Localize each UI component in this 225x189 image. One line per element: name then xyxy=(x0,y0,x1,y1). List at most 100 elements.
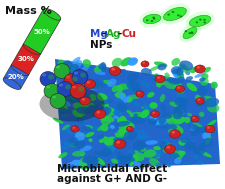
Ellipse shape xyxy=(119,92,123,97)
Ellipse shape xyxy=(177,77,185,83)
Ellipse shape xyxy=(80,73,86,77)
Ellipse shape xyxy=(72,110,82,117)
Ellipse shape xyxy=(61,99,71,107)
Ellipse shape xyxy=(77,77,84,82)
Ellipse shape xyxy=(70,143,78,147)
Ellipse shape xyxy=(115,97,122,101)
Ellipse shape xyxy=(199,142,205,149)
Ellipse shape xyxy=(128,127,130,129)
Ellipse shape xyxy=(115,121,130,127)
Ellipse shape xyxy=(153,146,161,150)
Ellipse shape xyxy=(101,148,112,156)
Ellipse shape xyxy=(183,161,191,165)
Ellipse shape xyxy=(72,93,80,99)
Ellipse shape xyxy=(120,156,131,166)
Ellipse shape xyxy=(105,116,115,122)
Text: Mg: Mg xyxy=(90,29,108,39)
Ellipse shape xyxy=(179,60,193,70)
Ellipse shape xyxy=(65,84,71,90)
Ellipse shape xyxy=(43,9,61,20)
Ellipse shape xyxy=(162,139,169,147)
Ellipse shape xyxy=(74,140,86,149)
Ellipse shape xyxy=(143,149,156,158)
Ellipse shape xyxy=(193,154,199,160)
Ellipse shape xyxy=(167,14,170,15)
Ellipse shape xyxy=(136,91,144,97)
Ellipse shape xyxy=(91,110,101,118)
Ellipse shape xyxy=(205,98,219,107)
Ellipse shape xyxy=(164,81,176,89)
Ellipse shape xyxy=(76,107,91,114)
Ellipse shape xyxy=(70,57,81,66)
Ellipse shape xyxy=(118,84,130,90)
Ellipse shape xyxy=(61,113,68,117)
Ellipse shape xyxy=(187,113,192,116)
Ellipse shape xyxy=(167,78,180,84)
Ellipse shape xyxy=(81,162,88,170)
Ellipse shape xyxy=(207,104,219,112)
Ellipse shape xyxy=(203,67,211,73)
Ellipse shape xyxy=(140,110,149,118)
Ellipse shape xyxy=(92,82,105,89)
Ellipse shape xyxy=(142,62,145,64)
Ellipse shape xyxy=(200,151,212,157)
Ellipse shape xyxy=(166,146,170,149)
Ellipse shape xyxy=(177,151,186,156)
Ellipse shape xyxy=(191,130,200,136)
Ellipse shape xyxy=(100,62,107,71)
Ellipse shape xyxy=(196,98,204,104)
Ellipse shape xyxy=(200,78,209,86)
Ellipse shape xyxy=(99,136,108,143)
Ellipse shape xyxy=(79,71,86,77)
Ellipse shape xyxy=(72,85,76,88)
Ellipse shape xyxy=(104,136,117,146)
Ellipse shape xyxy=(72,70,88,84)
Ellipse shape xyxy=(146,19,148,21)
Ellipse shape xyxy=(74,73,78,79)
Ellipse shape xyxy=(193,66,202,73)
Text: 20%: 20% xyxy=(8,74,24,80)
Ellipse shape xyxy=(156,81,162,88)
Ellipse shape xyxy=(81,65,89,73)
Ellipse shape xyxy=(70,64,79,73)
Ellipse shape xyxy=(148,118,157,125)
Ellipse shape xyxy=(58,152,68,158)
Ellipse shape xyxy=(128,94,142,99)
Ellipse shape xyxy=(112,140,119,147)
Ellipse shape xyxy=(157,116,169,125)
Ellipse shape xyxy=(205,138,211,145)
Ellipse shape xyxy=(68,88,76,93)
Ellipse shape xyxy=(176,150,184,159)
Ellipse shape xyxy=(177,86,180,89)
Ellipse shape xyxy=(190,67,196,73)
Ellipse shape xyxy=(72,160,83,166)
Ellipse shape xyxy=(178,139,188,146)
Ellipse shape xyxy=(153,150,163,158)
Ellipse shape xyxy=(124,95,130,103)
Text: 30%: 30% xyxy=(18,56,34,62)
Ellipse shape xyxy=(88,138,93,142)
Ellipse shape xyxy=(145,140,158,145)
Ellipse shape xyxy=(63,77,75,85)
Ellipse shape xyxy=(185,12,215,30)
Ellipse shape xyxy=(94,110,106,119)
Text: Ag: Ag xyxy=(106,29,122,39)
Ellipse shape xyxy=(164,7,187,21)
Ellipse shape xyxy=(126,81,140,90)
Ellipse shape xyxy=(203,21,206,23)
Ellipse shape xyxy=(164,145,176,153)
Ellipse shape xyxy=(195,65,205,73)
Ellipse shape xyxy=(208,97,216,105)
Ellipse shape xyxy=(70,78,80,86)
Ellipse shape xyxy=(67,162,74,166)
Ellipse shape xyxy=(169,130,180,138)
Ellipse shape xyxy=(194,73,206,78)
Ellipse shape xyxy=(97,111,100,114)
Ellipse shape xyxy=(120,57,132,67)
Ellipse shape xyxy=(164,142,171,148)
Ellipse shape xyxy=(168,129,180,138)
Ellipse shape xyxy=(78,97,91,103)
Ellipse shape xyxy=(117,117,127,125)
Ellipse shape xyxy=(164,117,171,123)
Ellipse shape xyxy=(62,88,70,98)
